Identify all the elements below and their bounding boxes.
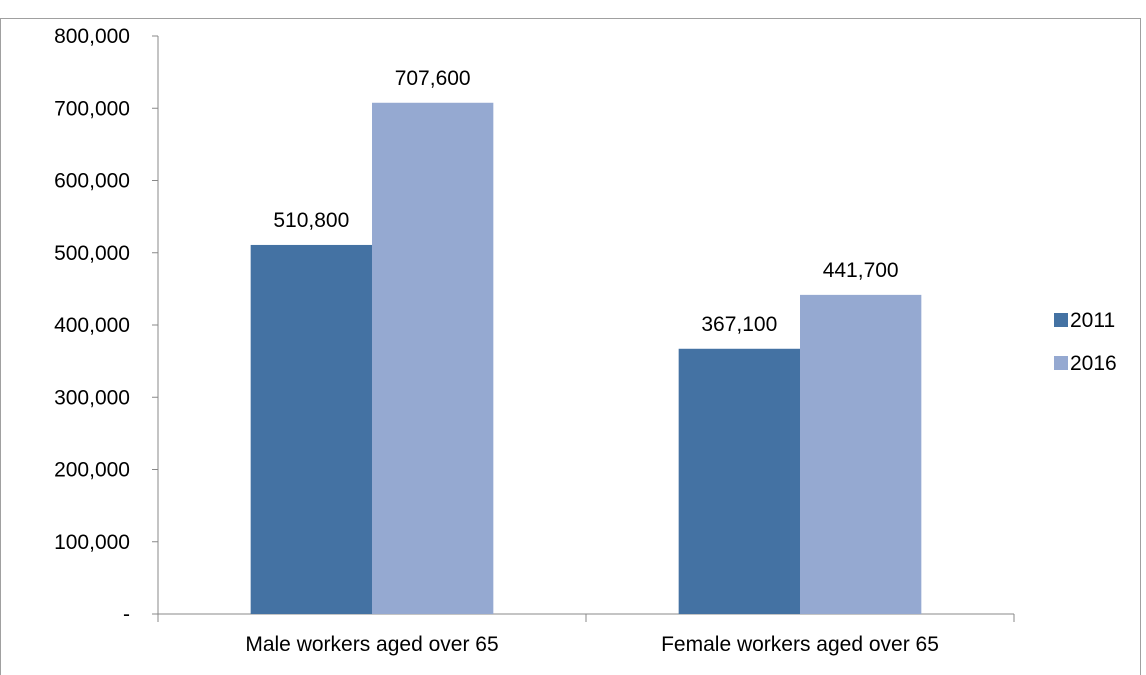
legend-swatch (1054, 356, 1068, 370)
data-label: 707,600 (395, 67, 471, 90)
data-label: 367,100 (701, 313, 777, 336)
y-axis: - 100,000 200,000 300,000 400,000 500,000 600,… (54, 25, 159, 626)
y-tick-label: 800,000 (54, 25, 130, 48)
y-tick-label: 100,000 (54, 531, 130, 554)
data-label: 441,700 (823, 259, 899, 282)
chart-frame (0, 18, 1141, 675)
legend-swatch (1054, 313, 1068, 327)
chart-frame-left-edge (0, 18, 1, 675)
bar-2016 (800, 294, 922, 614)
x-tick-label: Male workers aged over 65 (245, 633, 498, 656)
y-tick-label: 600,000 (54, 170, 130, 193)
data-labels: 510,800 367,100 707,600 441,700 (273, 67, 898, 336)
bar-2011 (678, 348, 800, 614)
y-tick-label: 400,000 (54, 314, 130, 337)
data-label: 510,800 (273, 209, 349, 232)
legend-label: 2011 (1070, 309, 1115, 332)
x-axis: Male workers aged over 65 Female workers … (157, 613, 1015, 656)
y-tick-label: 700,000 (54, 97, 130, 120)
x-tick-label: Female workers aged over 65 (661, 633, 939, 656)
legend-label: 2016 (1070, 352, 1117, 375)
bar-2011 (250, 244, 372, 614)
y-tick-label: 500,000 (54, 242, 130, 265)
y-tick-label: - (123, 603, 130, 626)
legend: 2011 2016 (1054, 309, 1117, 375)
y-tick-label: 300,000 (54, 386, 130, 409)
bar-2016 (372, 102, 494, 614)
y-tick-label: 200,000 (54, 459, 130, 482)
bars (250, 102, 922, 614)
